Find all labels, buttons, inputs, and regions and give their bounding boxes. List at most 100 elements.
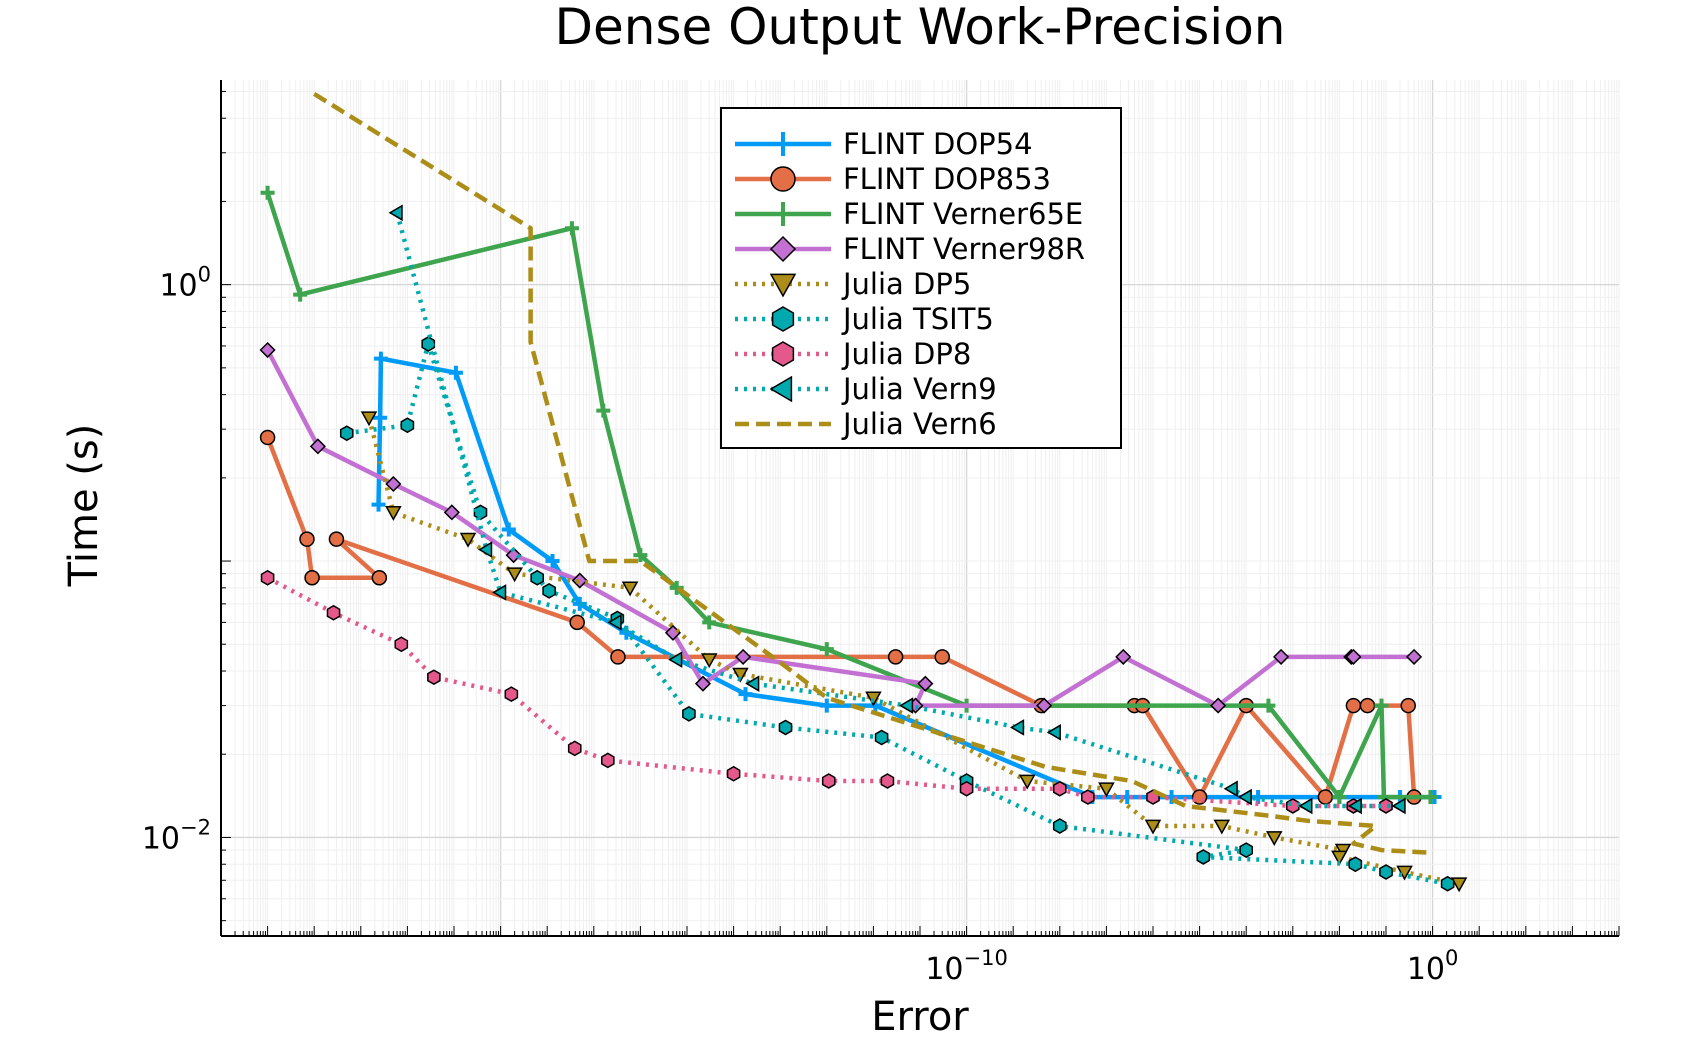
legend-marker	[771, 202, 795, 226]
data-point	[1348, 856, 1363, 873]
data-point	[1391, 797, 1406, 815]
data-point	[1196, 849, 1211, 865]
data-point	[633, 548, 648, 563]
legend-label: Julia DP8	[841, 337, 971, 371]
data-point	[492, 584, 507, 601]
data-point	[819, 642, 834, 657]
data-point	[259, 341, 276, 359]
data-point	[1298, 797, 1313, 815]
data-point	[899, 697, 914, 714]
data-point	[1046, 724, 1061, 741]
legend-label: FLINT Verner98R	[843, 232, 1085, 266]
legend-item: Julia Vern9	[735, 372, 997, 406]
data-point	[621, 581, 639, 597]
data-point	[934, 649, 950, 665]
series-2	[260, 185, 1438, 805]
series-4	[360, 411, 1468, 893]
data-point	[700, 653, 718, 669]
data-point	[371, 570, 388, 586]
data-point	[821, 773, 836, 789]
data-point	[1115, 648, 1132, 665]
data-point	[501, 522, 516, 537]
data-point	[1237, 788, 1252, 806]
data-point	[1052, 818, 1067, 834]
data-point	[545, 554, 560, 569]
data-point	[371, 497, 386, 512]
data-point	[328, 531, 345, 547]
data-point	[682, 705, 696, 722]
legend-marker	[771, 306, 795, 332]
data-point	[385, 475, 402, 493]
data-point	[601, 752, 615, 769]
data-point	[530, 569, 545, 586]
series-layer	[259, 91, 1468, 893]
data-point	[1345, 697, 1362, 714]
data-point	[572, 596, 587, 611]
data-point	[778, 719, 793, 736]
legend-item: Julia Vern6	[735, 407, 997, 441]
data-point	[1273, 648, 1290, 665]
data-point	[360, 411, 378, 427]
data-point	[819, 698, 834, 713]
data-point	[1144, 819, 1162, 835]
data-point	[1317, 789, 1334, 805]
data-point	[1213, 819, 1231, 835]
data-point	[388, 204, 403, 222]
data-point	[874, 729, 889, 746]
data-point	[1010, 719, 1025, 736]
legend-label: Julia Vern9	[841, 372, 997, 406]
data-point	[459, 532, 477, 548]
data-point	[400, 417, 415, 434]
legend-item: FLINT DOP853	[735, 162, 1051, 196]
data-point	[567, 740, 582, 757]
data-point	[373, 410, 388, 425]
data-point	[299, 531, 315, 547]
data-point	[1018, 774, 1036, 790]
series-8	[313, 91, 1433, 856]
data-point	[326, 604, 341, 621]
legend-label: FLINT DOP853	[843, 162, 1051, 196]
legend-label: Julia DP5	[841, 267, 971, 301]
legend-marker	[769, 375, 793, 403]
y-tick-label: 10−2	[142, 815, 211, 856]
legend-label: FLINT Verner65E	[843, 197, 1083, 231]
data-point	[564, 221, 579, 236]
data-point	[1261, 698, 1276, 713]
data-point	[1379, 864, 1393, 880]
data-point	[596, 403, 611, 418]
data-point	[1359, 697, 1376, 714]
data-point	[745, 675, 760, 692]
y-axis-label: Time (s)	[61, 424, 107, 588]
data-point	[1347, 797, 1362, 815]
data-point	[1036, 697, 1053, 714]
y-tick-label: 100	[159, 263, 211, 304]
data-point	[694, 675, 712, 692]
data-point	[732, 667, 749, 683]
data-point	[304, 570, 320, 586]
legend-label: Julia Vern6	[841, 407, 997, 441]
x-tick-label: 10−10	[925, 946, 1008, 987]
series-line	[265, 348, 1415, 708]
data-point	[1265, 831, 1283, 846]
data-point	[443, 504, 460, 521]
data-point	[1331, 850, 1348, 866]
data-point	[571, 572, 588, 589]
data-point	[702, 615, 717, 630]
data-point	[1440, 875, 1455, 892]
series-line	[265, 192, 1431, 800]
legend-marker	[770, 166, 796, 192]
legend-item: Julia DP5	[735, 267, 971, 301]
data-point	[735, 648, 752, 665]
data-point	[385, 506, 402, 521]
data-point	[1052, 780, 1067, 797]
data-point	[1400, 697, 1416, 714]
data-point	[668, 651, 683, 668]
data-point	[478, 541, 493, 558]
data-point	[1210, 697, 1227, 714]
chart-title: Dense Output Work-Precision	[555, 0, 1286, 56]
data-point	[880, 773, 895, 789]
x-axis-label: Error	[871, 994, 969, 1040]
data-point	[610, 649, 626, 665]
axes: 10−10 100 100 10−2	[142, 80, 1620, 987]
data-point	[473, 504, 488, 521]
